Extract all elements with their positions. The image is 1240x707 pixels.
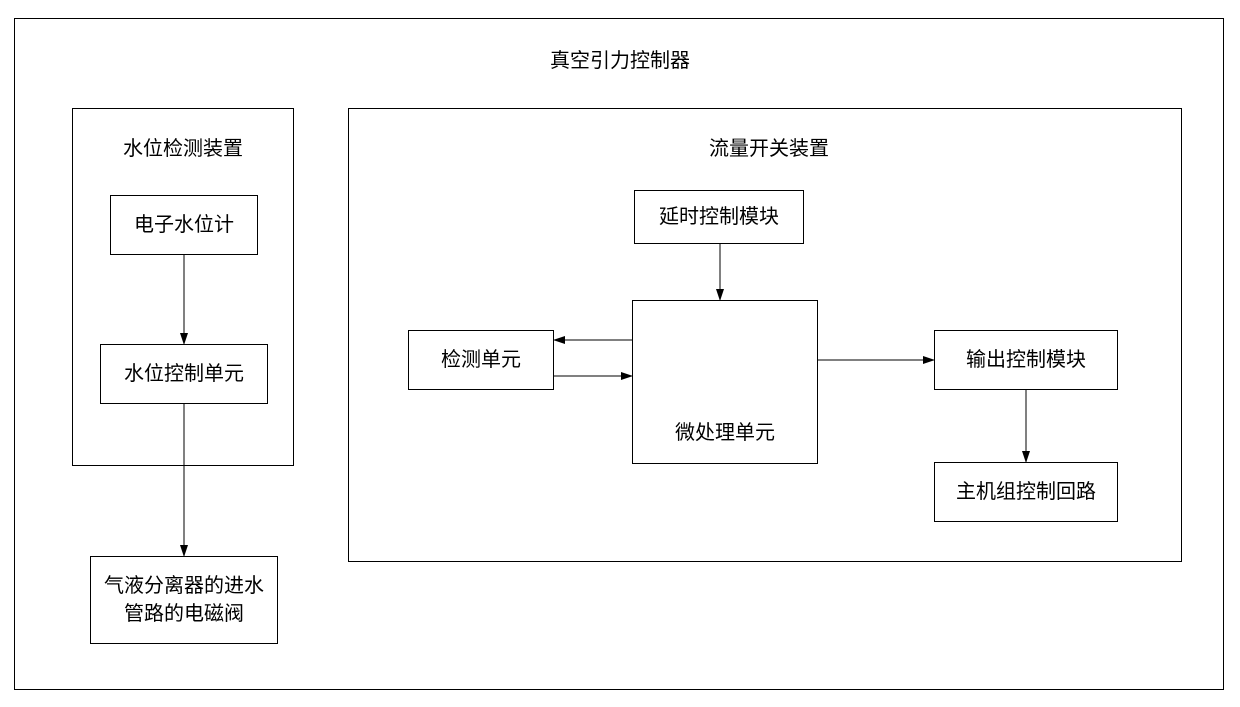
edges-layer: [0, 0, 1240, 707]
